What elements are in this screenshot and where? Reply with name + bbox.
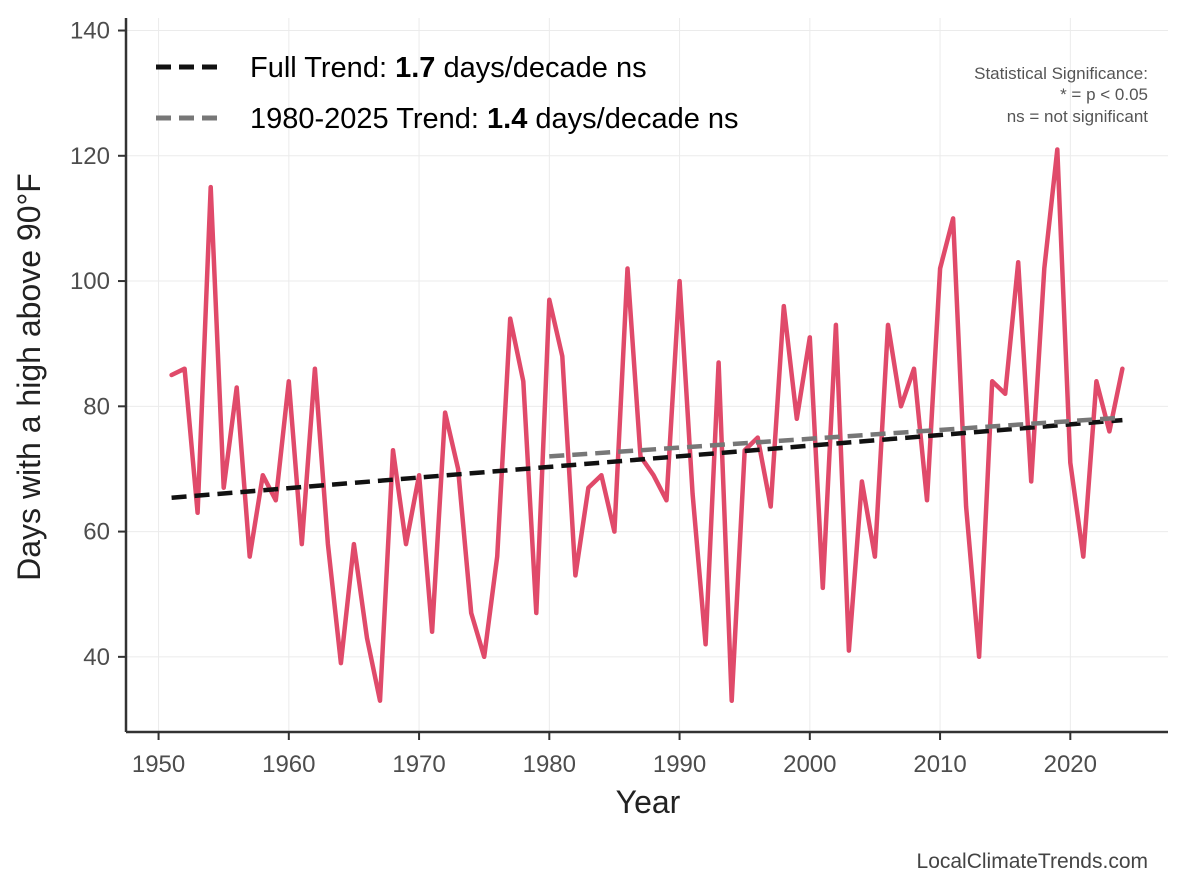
y-tick-label-80: 80 xyxy=(83,393,110,420)
significance-line-2: ns = not significant xyxy=(1007,107,1149,126)
significance-line-1: * = p < 0.05 xyxy=(1060,85,1148,104)
trend-line-1980-2025 xyxy=(549,415,1123,459)
y-tick-label-140: 140 xyxy=(70,18,110,45)
legend: Full Trend: 1.7 days/decade ns 1980-2025… xyxy=(156,52,739,135)
series-line-days-above-90 xyxy=(169,147,1125,703)
legend-full-value: 1.7 xyxy=(395,52,435,84)
series-layer xyxy=(169,147,1125,703)
x-axis-title: Year xyxy=(616,784,681,820)
x-tick-label-1950: 1950 xyxy=(132,751,185,778)
y-axis-title: Days with a high above 90°F xyxy=(11,173,47,581)
y-tick-label-100: 100 xyxy=(70,268,110,295)
legend-1980-suffix: days/decade ns xyxy=(527,103,738,135)
y-tick-label-60: 60 xyxy=(83,519,110,546)
x-ticks: 1950 1960 1970 1980 1990 2000 2010 2020 xyxy=(132,732,1097,778)
significance-note: Statistical Significance: * = p < 0.05 n… xyxy=(974,64,1148,126)
grid xyxy=(126,18,1168,732)
x-tick-label-1990: 1990 xyxy=(653,751,706,778)
legend-label-full-trend: Full Trend: 1.7 days/decade ns xyxy=(250,52,647,84)
significance-title: Statistical Significance: xyxy=(974,64,1148,83)
trend-line-full xyxy=(171,417,1123,501)
x-tick-label-2010: 2010 xyxy=(913,751,966,778)
legend-1980-prefix: 1980-2025 Trend: xyxy=(250,103,487,135)
legend-full-suffix: days/decade ns xyxy=(435,52,646,84)
x-tick-label-1960: 1960 xyxy=(262,751,315,778)
y-ticks: 40 60 80 100 120 140 xyxy=(70,18,126,671)
legend-full-prefix: Full Trend: xyxy=(250,52,395,84)
trend-layer xyxy=(171,415,1123,501)
axes xyxy=(124,18,1168,734)
credit-text: LocalClimateTrends.com xyxy=(917,850,1148,873)
x-tick-label-1980: 1980 xyxy=(523,751,576,778)
x-tick-label-2020: 2020 xyxy=(1044,751,1097,778)
x-tick-label-2000: 2000 xyxy=(783,751,836,778)
y-tick-label-120: 120 xyxy=(70,143,110,170)
y-tick-label-40: 40 xyxy=(83,644,110,671)
legend-label-1980-trend: 1980-2025 Trend: 1.4 days/decade ns xyxy=(250,103,739,135)
x-tick-label-1970: 1970 xyxy=(392,751,445,778)
legend-1980-value: 1.4 xyxy=(487,103,527,135)
